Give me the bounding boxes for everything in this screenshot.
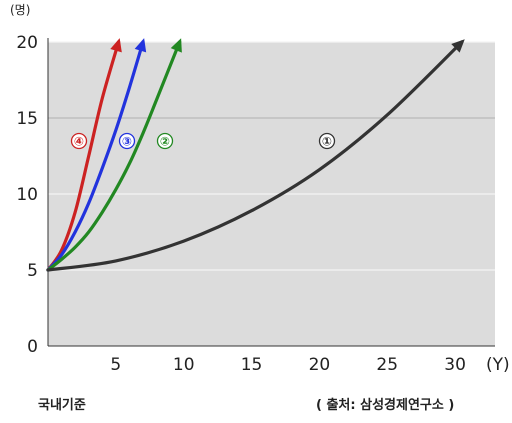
series-label-badge [70,132,88,150]
series-line [46,40,145,272]
series-label-badge [318,132,336,150]
series-line [46,40,464,272]
y-tick-label: 0 [27,337,38,357]
series-label: ① [322,135,332,149]
x-tick-label: 5 [110,355,121,375]
series-label: ② [160,135,170,149]
y-axis-label: (명) [10,3,30,17]
series-arrowhead [170,38,182,53]
footnote-source: ( 출처: 삼성경제연구소 ) [316,398,455,413]
series-label-badge [156,132,174,150]
x-tick-label: 30 [444,355,466,375]
y-tick-label: 5 [27,261,38,281]
series-label: ③ [122,135,132,149]
series-line [46,40,182,272]
x-tick-label: 25 [376,355,398,375]
series-arrowhead [134,38,147,53]
y-tick-label: 15 [16,109,38,129]
x-tick-label: 15 [241,355,263,375]
chart: 0 5 10 15 20 5 10 15 20 25 30 (명) (Y) ④ ③ ② ① [10,3,510,375]
series-line [46,40,121,272]
x-tick-label: 20 [309,355,331,375]
x-tick-label: 10 [173,355,195,375]
footnote-basis: 국내기준 [38,398,86,413]
series-arrowhead [451,39,465,53]
y-tick-label: 20 [16,33,38,53]
y-tick-label: 10 [16,185,38,205]
series-label: ④ [74,135,84,149]
series-arrowhead [110,38,122,53]
x-axis-label: (Y) [486,355,510,375]
series-label-badge [118,132,136,150]
